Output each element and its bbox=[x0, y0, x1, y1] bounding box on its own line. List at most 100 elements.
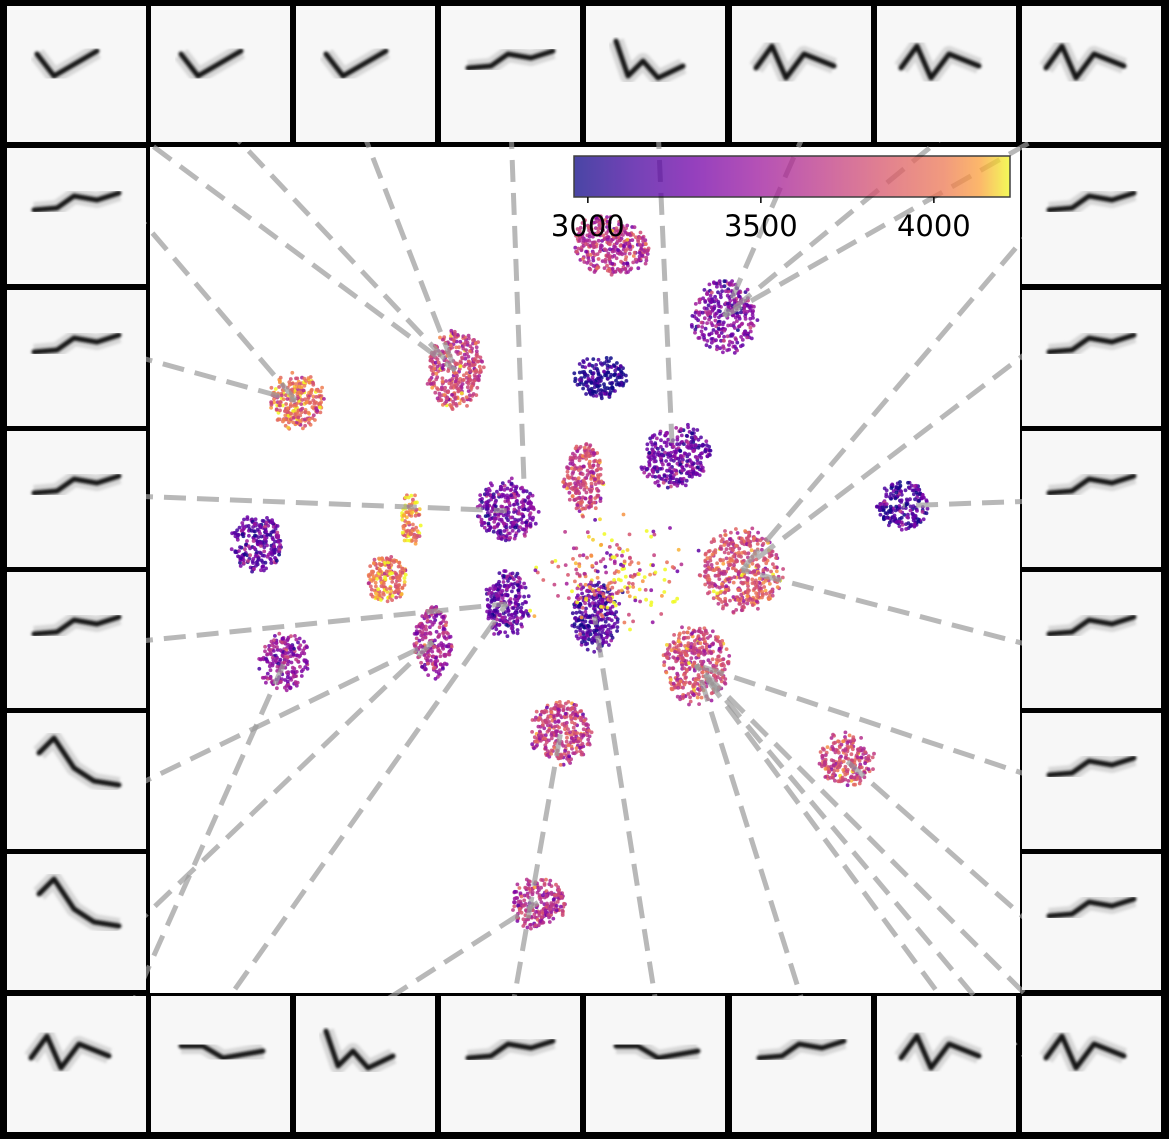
scatter-point bbox=[629, 266, 634, 271]
scatter-point bbox=[587, 614, 592, 619]
scatter-point bbox=[519, 500, 524, 504]
scatter-point bbox=[887, 520, 892, 525]
scatter-point bbox=[505, 593, 510, 598]
scatter-point bbox=[453, 395, 458, 400]
scatter-point bbox=[417, 507, 422, 512]
scatter-point bbox=[509, 476, 514, 481]
scatter-point bbox=[474, 369, 478, 373]
scatter-point bbox=[660, 477, 665, 481]
scatter-point bbox=[295, 376, 300, 381]
scatter-point bbox=[582, 260, 587, 264]
scatter-point bbox=[512, 502, 516, 507]
scatter-point bbox=[395, 585, 399, 590]
scatter-point bbox=[281, 397, 286, 402]
scatter-point bbox=[510, 589, 514, 594]
scatter-point bbox=[587, 234, 592, 239]
scatter-point bbox=[628, 244, 632, 249]
scatter-point bbox=[578, 745, 582, 750]
scatter-point bbox=[293, 634, 297, 638]
scatter-point bbox=[690, 324, 694, 329]
scatter-point bbox=[573, 481, 577, 486]
scatter-point bbox=[574, 746, 579, 750]
scatter-point bbox=[287, 380, 292, 384]
scatter-point bbox=[279, 679, 283, 684]
scatter-point bbox=[263, 649, 267, 654]
scatter-point bbox=[898, 483, 903, 488]
scatter-point bbox=[640, 236, 645, 240]
scatter-point bbox=[248, 553, 253, 558]
scatter-point bbox=[724, 547, 729, 551]
scatter-point bbox=[724, 584, 729, 589]
scatter-point bbox=[441, 646, 445, 651]
scatter-point bbox=[548, 714, 553, 719]
scatter-point bbox=[625, 232, 630, 237]
scatter-point bbox=[726, 543, 731, 547]
scatter-point bbox=[719, 331, 724, 335]
scatter-point bbox=[449, 328, 454, 333]
scatter-point bbox=[566, 743, 571, 748]
scatter-point bbox=[611, 234, 616, 239]
scatter-point bbox=[446, 644, 451, 649]
scatter-point bbox=[592, 451, 597, 456]
scatter-point bbox=[400, 530, 405, 535]
scatter-point bbox=[709, 563, 714, 567]
scatter-point bbox=[523, 600, 528, 604]
scatter-point bbox=[595, 219, 599, 224]
scatter-point bbox=[593, 506, 598, 511]
scatter-point bbox=[707, 577, 712, 582]
scatter-point bbox=[535, 743, 539, 748]
scatter-point bbox=[481, 365, 486, 370]
scatter-point bbox=[699, 695, 704, 700]
scatter-point bbox=[245, 517, 250, 521]
scatter-point bbox=[615, 239, 620, 244]
scatter-point bbox=[464, 348, 468, 352]
scatter-point bbox=[262, 549, 267, 554]
scatter-point bbox=[472, 379, 476, 383]
scatter-point bbox=[745, 594, 750, 599]
scatter-point bbox=[689, 642, 694, 646]
scatter-point bbox=[586, 737, 591, 742]
scatter-point bbox=[513, 601, 518, 605]
scatter-point bbox=[572, 624, 577, 629]
scatter-point bbox=[433, 676, 438, 681]
scatter-point bbox=[593, 477, 597, 482]
scatter-point bbox=[438, 654, 443, 659]
scatter-point bbox=[912, 522, 917, 526]
scatter-point bbox=[752, 536, 756, 541]
scatter-point bbox=[566, 727, 570, 731]
scatter-point bbox=[465, 404, 469, 408]
scatter-point bbox=[607, 617, 612, 621]
scatter-point bbox=[605, 237, 610, 242]
scatter-point bbox=[669, 458, 673, 462]
scatter-point bbox=[695, 428, 700, 432]
scatter-point bbox=[600, 362, 604, 367]
scatter-point bbox=[390, 594, 395, 598]
scatter-point bbox=[887, 509, 891, 513]
scatter-point bbox=[588, 495, 593, 499]
scatter-point bbox=[664, 459, 668, 463]
scatter-point bbox=[686, 643, 690, 648]
scatter-point bbox=[710, 297, 715, 301]
scatter-point bbox=[618, 244, 623, 248]
scatter-point bbox=[518, 525, 522, 529]
scatter-point bbox=[729, 530, 733, 535]
scatter-point bbox=[702, 335, 706, 340]
scatter-point bbox=[589, 481, 594, 486]
scatter-point bbox=[432, 644, 437, 649]
scatter-point bbox=[414, 538, 418, 543]
scatter-point bbox=[400, 570, 405, 575]
scatter-point bbox=[426, 673, 431, 677]
scatter-point bbox=[722, 328, 727, 333]
scatter-point bbox=[689, 435, 694, 440]
scatter-point bbox=[699, 435, 703, 440]
scatter-point bbox=[310, 416, 315, 420]
scatter-point bbox=[695, 471, 700, 476]
scatter-point bbox=[283, 678, 287, 682]
scatter-point bbox=[444, 630, 449, 635]
scatter-point bbox=[722, 543, 727, 547]
scatter-point bbox=[898, 489, 903, 493]
scatter-point bbox=[732, 351, 737, 355]
scatter-point bbox=[678, 679, 683, 684]
scatter-point bbox=[492, 520, 497, 524]
scatter-point bbox=[367, 574, 371, 579]
